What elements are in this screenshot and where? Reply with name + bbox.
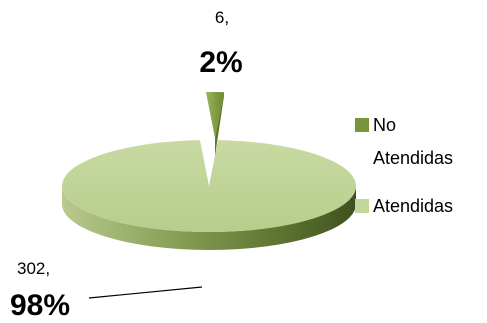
legend-label-no-atendidas-line1: No: [373, 115, 396, 135]
legend-label-no-atendidas-line2: Atendidas: [373, 148, 453, 168]
data-label-percent-no-atendidas: 2%: [199, 46, 242, 79]
legend-swatch-atendidas: [355, 199, 369, 213]
legend-swatch-no-atendidas: [355, 118, 369, 132]
pie-slice-no-atendidas: [206, 91, 224, 156]
pie-slice-no-atendidas-side: [215, 92, 224, 156]
leader-line-atendidas: [88, 286, 203, 299]
legend: No Atendidas Atendidas: [355, 115, 453, 216]
legend-label-atendidas: Atendidas: [373, 196, 453, 216]
pie-slice-no-atendidas-top: [206, 91, 224, 138]
data-label-count-atendidas: 302,: [17, 259, 50, 278]
pie-slice-atendidas-top: [61, 140, 357, 232]
pie-slice-atendidas-side: [62, 186, 356, 250]
pie-slice-atendidas: [61, 140, 357, 250]
data-label-count-no-atendidas: 6,: [215, 8, 229, 27]
data-label-percent-atendidas: 98%: [10, 289, 70, 322]
